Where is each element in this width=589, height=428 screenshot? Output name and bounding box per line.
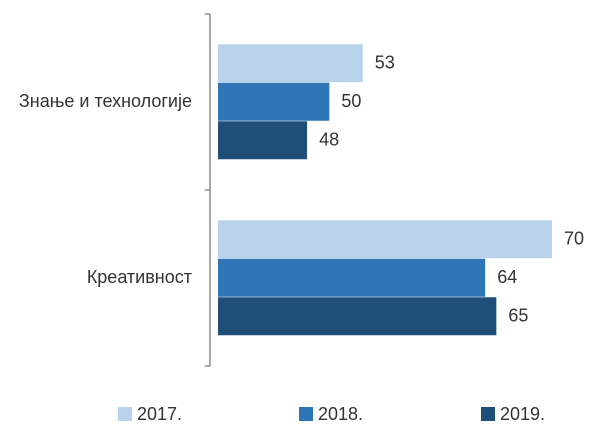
bar xyxy=(218,220,552,259)
value-label: 65 xyxy=(508,305,528,325)
bar xyxy=(218,297,497,336)
value-label: 50 xyxy=(341,91,361,111)
value-label: 70 xyxy=(564,228,584,248)
legend-label: 2019. xyxy=(500,404,545,424)
legend-swatch xyxy=(118,407,132,421)
bar xyxy=(218,258,486,297)
value-label: 48 xyxy=(319,129,339,149)
bar xyxy=(218,121,308,160)
bar xyxy=(218,44,363,83)
legend-swatch xyxy=(299,407,313,421)
category-label: Знање и технологије xyxy=(19,91,192,111)
legend-swatch xyxy=(481,407,495,421)
legend-label: 2017. xyxy=(137,404,182,424)
value-label: 53 xyxy=(375,52,395,72)
value-label: 64 xyxy=(497,267,517,287)
legend-label: 2018. xyxy=(318,404,363,424)
category-label: Креативност xyxy=(87,267,192,287)
bar xyxy=(218,82,330,121)
